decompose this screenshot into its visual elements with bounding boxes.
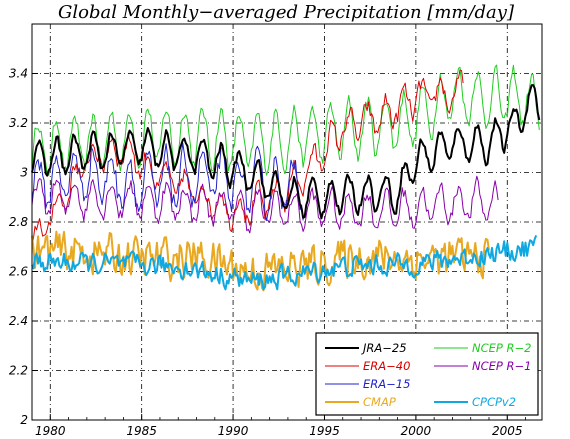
x-tick-label: 2005 (492, 424, 523, 438)
series-line-jra-25 (31, 84, 541, 220)
y-tick-label: 3.2 (9, 116, 28, 130)
x-tick-label: 1985 (126, 424, 157, 438)
y-tick-label: 2.2 (9, 364, 28, 378)
y-tick-label: 3.4 (9, 67, 28, 81)
legend: JRA−25 NCEP R−2 ERA−40 NCEP R−1 ERA−15 CMAP CP… (315, 332, 539, 416)
y-tick-label: 3 (20, 166, 28, 180)
legend-label-cpcpv2: CPCPv2 (472, 395, 516, 409)
series-line-era-40 (31, 69, 464, 248)
legend-label-ncep-r-1: NCEP R−1 (472, 359, 531, 373)
legend-label-era-15: ERA−15 (363, 377, 410, 391)
x-tick-label: 2000 (401, 424, 432, 438)
series-line-era-15 (31, 142, 304, 222)
y-tick-label: 2.6 (9, 265, 28, 279)
y-tick-label: 2.4 (9, 314, 28, 328)
legend-label-era-40: ERA−40 (363, 359, 410, 373)
x-tick-label: 1980 (35, 424, 66, 438)
legend-label-ncep-r-2: NCEP R−2 (472, 341, 531, 355)
series-lines (31, 64, 541, 292)
legend-label-cmap: CMAP (363, 395, 396, 409)
series-line-ncep-r-1 (31, 175, 499, 234)
chart-title: Global Monthly−averaged Precipitation [m… (58, 2, 515, 23)
x-tick-label: 1990 (218, 424, 249, 438)
series-line-cpcpv2 (31, 235, 538, 291)
series-line-cmap (31, 230, 490, 292)
y-tick-label: 2 (20, 413, 28, 427)
y-tick-label: 2.8 (9, 215, 28, 229)
x-axis-ticks: 1980 1985 1990 1995 2000 2005 (31, 414, 526, 438)
x-tick-label: 1995 (309, 424, 340, 438)
legend-label-jra-25: JRA−25 (361, 341, 407, 355)
y-axis-ticks: 2 2.2 2.4 2.6 2.8 3 3.2 3.4 (9, 67, 38, 427)
